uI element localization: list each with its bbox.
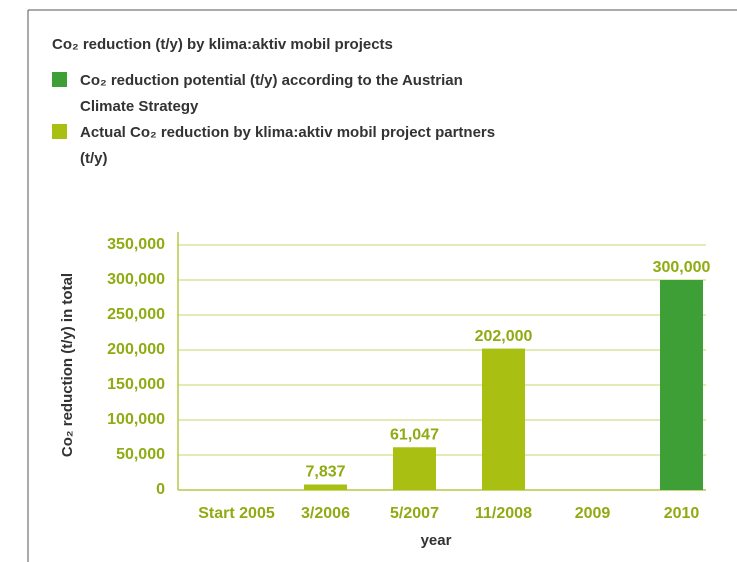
x-axis-label: year: [421, 532, 452, 549]
value-label: 300,000: [653, 259, 711, 276]
y-tick-label: 350,000: [107, 236, 165, 253]
y-tick-label: 250,000: [107, 306, 165, 323]
y-tick-label: 150,000: [107, 376, 165, 393]
y-axis-label: Co₂ reduction (t/y) in total: [59, 273, 76, 457]
y-tick-label: 100,000: [107, 411, 165, 428]
legend-swatch: [52, 124, 67, 139]
y-tick-label: 0: [156, 481, 165, 498]
x-tick-label: 5/2007: [390, 505, 439, 522]
x-tick-label: 2009: [575, 505, 611, 522]
x-tick-label: 3/2006: [301, 505, 350, 522]
bar: [482, 348, 525, 490]
bar: [660, 280, 703, 490]
y-tick-label: 300,000: [107, 271, 165, 288]
x-tick-label: 11/2008: [475, 505, 532, 522]
value-label: 7,837: [305, 464, 345, 481]
bar: [304, 484, 347, 490]
y-tick-label: 50,000: [116, 446, 165, 463]
legend-label: Actual Co₂ reduction by klima:aktiv mobi…: [80, 124, 496, 167]
y-tick-label: 200,000: [107, 341, 165, 358]
bar: [393, 447, 436, 490]
x-tick-label: Start 2005: [198, 505, 275, 522]
legend-label: Co₂ reduction potential (t/y) according …: [80, 72, 463, 115]
legend-swatch: [52, 72, 67, 87]
value-label: 61,047: [390, 426, 439, 443]
chart-title: Co₂ reduction (t/y) by klima:aktiv mobil…: [52, 36, 393, 53]
value-label: 202,000: [475, 328, 533, 345]
x-tick-label: 2010: [664, 505, 700, 522]
